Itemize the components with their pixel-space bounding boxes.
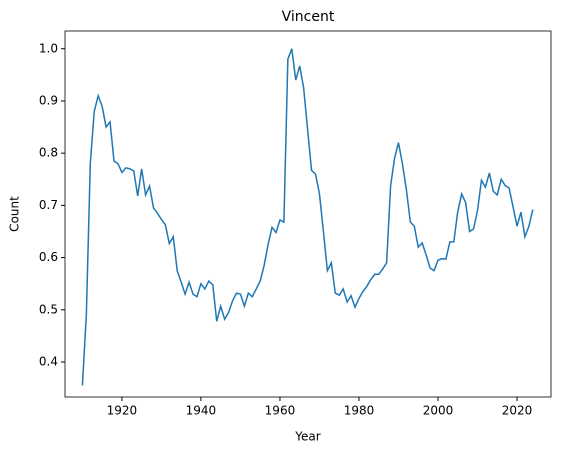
y-tick-label: 0.7 bbox=[39, 198, 58, 212]
chart-title: Vincent bbox=[282, 9, 335, 25]
x-tick-label: 1980 bbox=[344, 404, 375, 418]
x-tick-label: 2020 bbox=[502, 404, 533, 418]
data-line bbox=[81, 48, 534, 386]
y-tick-label: 0.5 bbox=[39, 302, 58, 316]
x-tick-label: 2000 bbox=[423, 404, 454, 418]
y-tick-label: 0.4 bbox=[39, 355, 58, 369]
x-tick-label: 1940 bbox=[186, 404, 217, 418]
x-tick-label: 1920 bbox=[107, 404, 138, 418]
y-tick-label: 0.9 bbox=[39, 93, 58, 107]
y-tick-label: 0.8 bbox=[39, 146, 58, 160]
x-tick-label: 1960 bbox=[265, 404, 296, 418]
y-tick-label: 1.0 bbox=[39, 41, 58, 55]
y-tick-label: 0.6 bbox=[39, 250, 58, 264]
x-axis-label: Year bbox=[294, 430, 320, 444]
plot-frame bbox=[64, 30, 552, 398]
y-axis-label: Count bbox=[8, 196, 22, 232]
